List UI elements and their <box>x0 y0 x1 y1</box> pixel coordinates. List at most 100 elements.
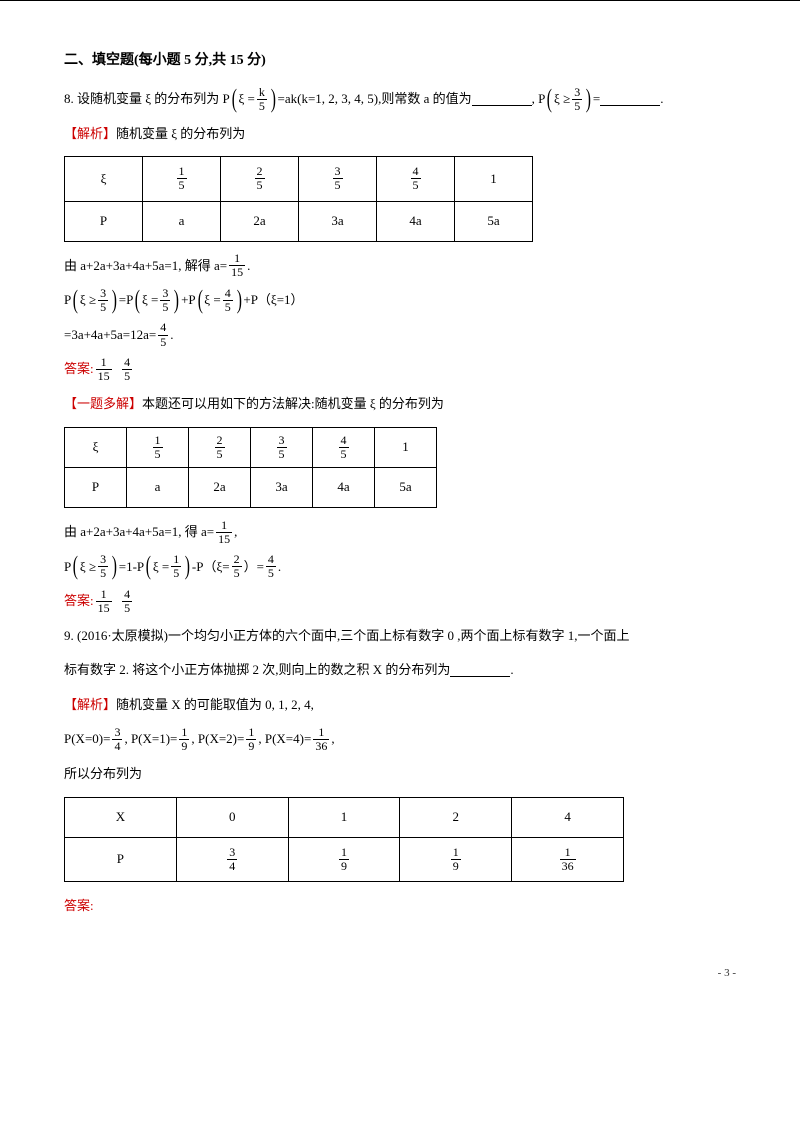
table-row: P a 2a 3a 4a 5a <box>65 467 437 507</box>
cell: 35 <box>251 427 313 467</box>
paren-close: ) <box>271 89 276 110</box>
cell: 25 <box>189 427 251 467</box>
q8-sum2: 由 a+2a+3a+4a+5a=1, 得 a= 115 , <box>64 518 736 547</box>
table-row: P a 2a 3a 4a 5a <box>65 201 533 241</box>
q9-so: 所以分布列为 <box>64 760 736 789</box>
cell: X <box>65 797 177 837</box>
cell: a <box>127 467 189 507</box>
table-row: ξ 15 25 35 45 1 <box>65 157 533 201</box>
paren-open: ( <box>232 89 237 110</box>
paren-open: ( <box>135 290 140 311</box>
cell: 3a <box>299 201 377 241</box>
cell: 15 <box>143 157 221 201</box>
frac: 35 <box>98 287 108 314</box>
answer-label: 答案: <box>64 355 94 384</box>
cell: 45 <box>377 157 455 201</box>
q8-statement: 8. 设随机变量 ξ 的分布列为 P ( ξ = k5 ) =ak(k=1, 2… <box>64 85 736 114</box>
cell: 25 <box>221 157 299 201</box>
frac-35: 35 <box>572 86 582 113</box>
cell: 4 <box>512 797 624 837</box>
text: +P <box>181 286 196 315</box>
cell: 1 <box>375 427 437 467</box>
text: -P（ξ= <box>192 553 230 582</box>
q8-after: =ak(k=1, 2, 3, 4, 5),则常数 a 的值为 <box>278 85 472 114</box>
text: . <box>247 252 250 281</box>
frac: 19 <box>179 726 189 753</box>
text: 由 a+2a+3a+4a+5a=1, 解得 a= <box>64 252 227 281</box>
multi-solution-line: 【一题多解】 本题还可以用如下的方法解决:随机变量 ξ 的分布列为 <box>64 390 736 419</box>
cell: 19 <box>400 837 512 881</box>
text: P(X=0)= <box>64 725 110 754</box>
frac: 19 <box>246 726 256 753</box>
text: , P(X=4)= <box>258 725 311 754</box>
q9-answer: 答案: <box>64 892 736 921</box>
text: , <box>331 725 334 754</box>
text: =3a+4a+5a=12a= <box>64 321 156 350</box>
cell: 2a <box>189 467 251 507</box>
text: P <box>64 286 71 315</box>
q8-analysis-line: 【解析】 随机变量 ξ 的分布列为 <box>64 120 736 149</box>
text: , P(X=2)= <box>191 725 244 754</box>
analysis-label: 【解析】 <box>64 120 116 149</box>
frac: 34 <box>112 726 122 753</box>
cell: ξ <box>65 157 143 201</box>
answer-label: 答案: <box>64 892 94 921</box>
cell: 1 <box>455 157 533 201</box>
text: ξ ≥ <box>80 553 96 582</box>
paren-close: ) <box>112 556 117 577</box>
q8-prefix: 8. 设随机变量 ξ 的分布列为 P <box>64 85 230 114</box>
frac: 115 <box>229 252 245 279</box>
table-2: ξ 15 25 35 45 1 P a 2a 3a 4a 5a <box>64 427 437 508</box>
paren-close: ) <box>112 290 117 311</box>
cell: a <box>143 201 221 241</box>
frac: 115 <box>96 356 112 383</box>
text: . <box>170 321 173 350</box>
q9-line1: 9. (2016·太原模拟)一个均匀小正方体的六个面中,三个面上标有数字 0 ,… <box>64 622 736 651</box>
frac: 136 <box>313 726 329 753</box>
frac: 45 <box>158 321 168 348</box>
text: ）= <box>244 553 264 582</box>
blank-3 <box>450 664 510 677</box>
q8-answer: 答案: 115 45 <box>64 355 736 384</box>
text: 由 a+2a+3a+4a+5a=1, 得 a= <box>64 518 214 547</box>
text: =P <box>119 286 134 315</box>
cell: 5a <box>455 201 533 241</box>
frac: 45 <box>122 356 132 383</box>
table-3: X 0 1 2 4 P 34 19 19 136 <box>64 797 624 882</box>
cell: 45 <box>313 427 375 467</box>
frac: 115 <box>96 588 112 615</box>
frac: 45 <box>266 553 276 580</box>
cell: 136 <box>512 837 624 881</box>
frac: 45 <box>122 588 132 615</box>
q8-period: . <box>660 85 663 114</box>
cell: 4a <box>313 467 375 507</box>
cell: 34 <box>176 837 288 881</box>
multi-text: 本题还可以用如下的方法解决:随机变量 ξ 的分布列为 <box>142 390 444 419</box>
q9-analysis: 随机变量 X 的可能取值为 0, 1, 2, 4, <box>116 691 314 720</box>
paren-open: ( <box>197 290 202 311</box>
cell: 0 <box>176 797 288 837</box>
text: ξ ≥ <box>80 286 96 315</box>
paren-open: ( <box>146 556 151 577</box>
text: ξ = <box>153 553 169 582</box>
cell: 15 <box>127 427 189 467</box>
q8-expand: P ( ξ ≥ 35 ) =P ( ξ = 35 ) +P ( ξ = 45 )… <box>64 286 736 315</box>
paren-close: ) <box>174 290 179 311</box>
frac-k5: k5 <box>257 86 267 113</box>
cell: 5a <box>375 467 437 507</box>
q9-probs: P(X=0)= 34 , P(X=1)= 19 , P(X=2)= 19 , P… <box>64 725 736 754</box>
q8-ge: ξ ≥ <box>554 85 570 114</box>
q8-result: =3a+4a+5a=12a= 45 . <box>64 321 736 350</box>
page-number: - 3 - <box>0 967 800 999</box>
paren-open: ( <box>73 556 78 577</box>
q8-mid: , P <box>532 85 546 114</box>
q8-tail: = <box>593 85 600 114</box>
q8-analysis-text: 随机变量 ξ 的分布列为 <box>116 120 245 149</box>
cell: 3a <box>251 467 313 507</box>
text: . <box>278 553 281 582</box>
frac: 45 <box>223 287 233 314</box>
text: ξ = <box>204 286 220 315</box>
table-row: X 0 1 2 4 <box>65 797 624 837</box>
paren-close: ) <box>236 290 241 311</box>
text: 标有数字 2. 将这个小正方体抛掷 2 次,则向上的数之积 X 的分布列为 <box>64 656 450 685</box>
